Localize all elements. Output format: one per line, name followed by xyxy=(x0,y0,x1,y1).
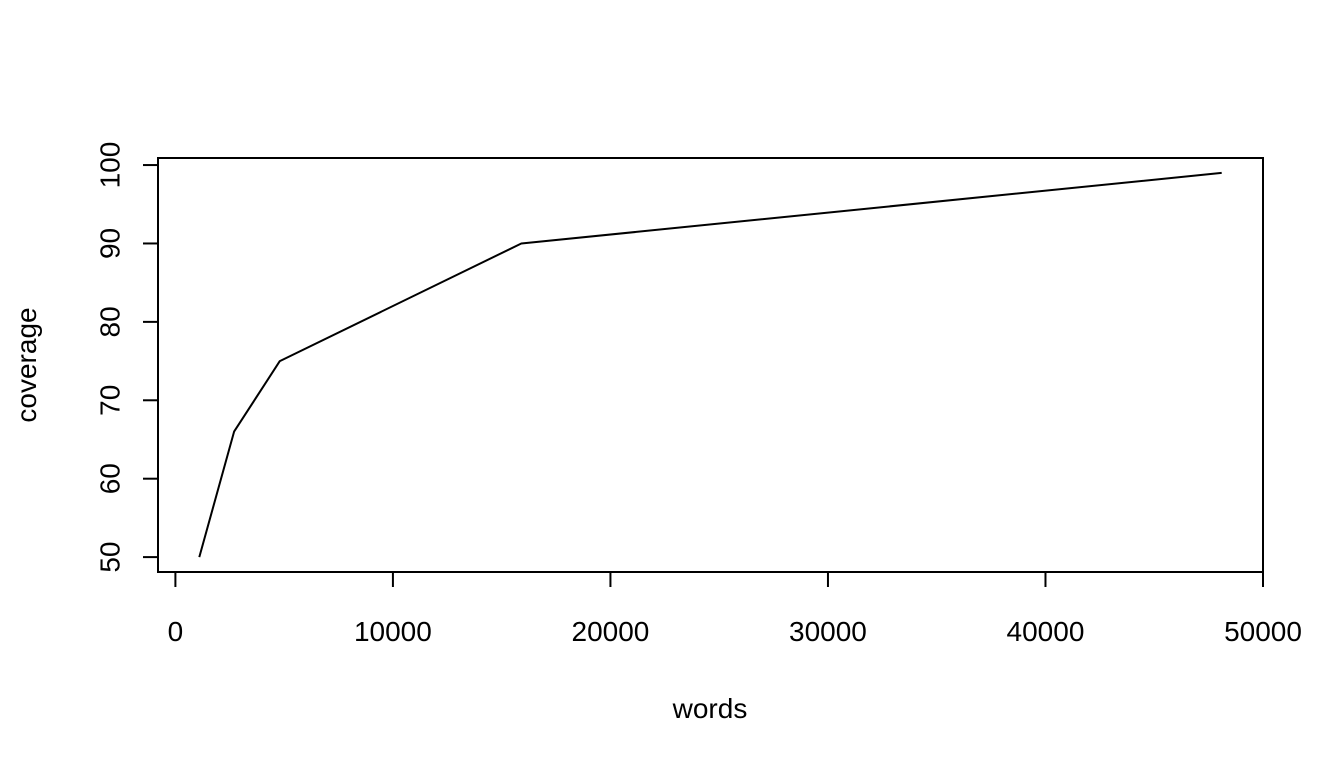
x-tick-label: 40000 xyxy=(1007,616,1085,647)
series-line xyxy=(198,171,1222,558)
y-axis-label: coverage xyxy=(11,307,42,422)
series-layer xyxy=(198,171,1222,558)
x-axis: 0 10000 20000 30000 40000 50000 xyxy=(168,571,1302,647)
x-tick-label: 0 xyxy=(168,616,184,647)
y-tick-label: 50 xyxy=(95,542,126,573)
x-tick-label: 10000 xyxy=(354,616,432,647)
y-axis: 50 60 70 80 90 100 xyxy=(95,142,159,573)
y-tick-label: 70 xyxy=(95,385,126,416)
y-tick-label: 90 xyxy=(95,228,126,259)
x-tick-label: 30000 xyxy=(789,616,867,647)
x-axis-label: words xyxy=(672,693,748,724)
plot-frame xyxy=(157,157,1264,573)
x-tick-label: 50000 xyxy=(1224,616,1302,647)
y-tick-label: 80 xyxy=(95,306,126,337)
y-tick-label: 60 xyxy=(95,463,126,494)
x-tick-label: 20000 xyxy=(572,616,650,647)
y-tick-label: 100 xyxy=(95,142,126,189)
